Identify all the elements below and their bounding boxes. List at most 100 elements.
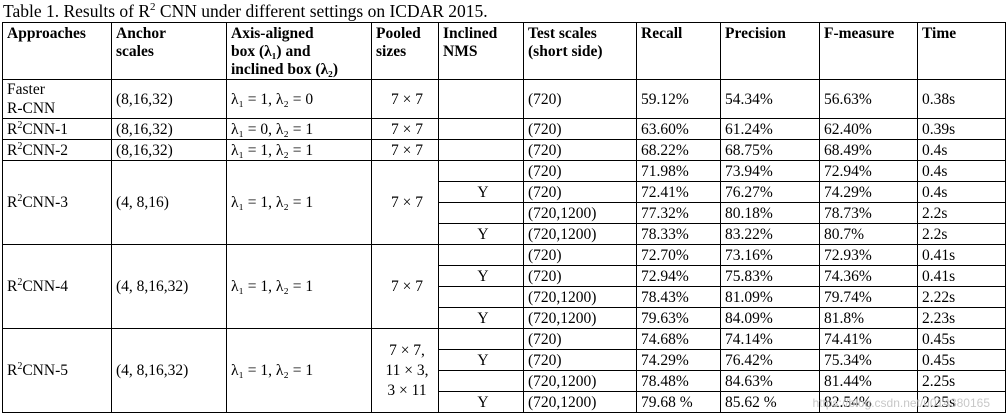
- table-caption: Table 1. Results of R2 CNN under differe…: [3, 1, 488, 21]
- time-cell: 2.25s: [917, 391, 1006, 413]
- test-scale-cell: (720,1200): [523, 370, 637, 392]
- test-scale-cell: (720): [523, 181, 637, 203]
- nms-cell: [438, 139, 524, 161]
- header-time: Time: [917, 22, 1006, 80]
- time-cell: 0.4s: [917, 160, 1006, 182]
- precision-cell: 75.83%: [720, 265, 820, 287]
- test-scale-cell: (720): [523, 118, 637, 140]
- precision-cell: 68.75%: [720, 139, 820, 161]
- f-measure-cell: 80.7%: [819, 223, 918, 245]
- time-cell: 0.45s: [917, 328, 1006, 350]
- precision-cell: 85.62 %: [720, 391, 820, 413]
- recall-cell: 72.70%: [636, 244, 721, 266]
- nms-cell: [438, 244, 524, 266]
- anchor-cell: (4, 8,16): [111, 160, 227, 245]
- table-row: (720,1200) 78.43% 81.09% 79.74% 2.22s: [3, 286, 1006, 308]
- test-scale-cell: (720,1200): [523, 223, 637, 245]
- time-cell: 2.2s: [917, 223, 1006, 245]
- caption-suffix: CNN under different settings on ICDAR 20…: [155, 1, 488, 21]
- f-measure-cell: 62.40%: [819, 118, 918, 140]
- approach-r2cnn-1: R2CNN-1: [2, 118, 112, 140]
- header-test-scales: Test scales (short side): [523, 22, 637, 80]
- f-measure-cell: 74.29%: [819, 181, 918, 203]
- recall-cell: 77.32%: [636, 202, 721, 224]
- time-cell: 0.4s: [917, 139, 1006, 161]
- table-row: R2CNN-5 (4, 8,16,32) λ₁ = 1, λ₂ = 1 7 × …: [2, 328, 1006, 413]
- table-row: Y (720,1200) 79.63% 84.09% 81.8% 2.23s: [3, 307, 1006, 329]
- precision-cell: 54.34%: [720, 79, 820, 119]
- table-row: Y (720,1200) 79.68 % 85.62 % 82.54% 2.25…: [3, 391, 1006, 413]
- precision-cell: 61.24%: [720, 118, 820, 140]
- table-row: Faster R-CNN (8,16,32) λ₁ = 1, λ₂ = 0 7 ×…: [2, 79, 1006, 119]
- header-precision: Precision: [720, 22, 820, 80]
- f-measure-cell: 72.93%: [819, 244, 918, 266]
- pooled-cell: 7 × 7: [371, 118, 439, 140]
- anchor-cell: (8,16,32): [111, 118, 227, 140]
- test-scale-cell: (720): [523, 139, 637, 161]
- recall-cell: 63.60%: [636, 118, 721, 140]
- precision-cell: 84.63%: [720, 370, 820, 392]
- table-row: R2CNN-2 (8,16,32) λ₁ = 1, λ₂ = 1 7 × 7 (…: [2, 139, 1006, 161]
- nms-cell: Y: [438, 265, 524, 287]
- nms-cell: Y: [438, 307, 524, 329]
- table-row: (720,1200) 78.48% 84.63% 81.44% 2.25s: [3, 370, 1006, 392]
- precision-cell: 83.22%: [720, 223, 820, 245]
- header-pooled-sizes: Pooled sizes: [371, 22, 439, 80]
- nms-cell: Y: [438, 181, 524, 203]
- approach-r2cnn-4: R2CNN-4: [2, 244, 112, 329]
- time-cell: 0.39s: [917, 118, 1006, 140]
- table-row: Y (720,1200) 78.33% 83.22% 80.7% 2.2s: [3, 223, 1006, 245]
- caption-prefix: Table 1. Results of R: [3, 1, 151, 21]
- nms-cell: Y: [438, 223, 524, 245]
- lambda-cell: λ₁ = 0, λ₂ = 1: [226, 118, 372, 140]
- nms-cell: [438, 160, 524, 182]
- time-cell: 0.41s: [917, 244, 1006, 266]
- recall-cell: 72.41%: [636, 181, 721, 203]
- recall-cell: 78.43%: [636, 286, 721, 308]
- recall-cell: 72.94%: [636, 265, 721, 287]
- f-measure-cell: 74.36%: [819, 265, 918, 287]
- results-table: Approaches Anchor scales Axis-aligned box …: [2, 22, 1006, 413]
- watermark: https://blog.csdn.net/u014380165: [812, 396, 990, 410]
- nms-cell: [438, 79, 524, 119]
- recall-cell: 74.29%: [636, 349, 721, 371]
- anchor-cell: (8,16,32): [111, 139, 227, 161]
- f-measure-cell: 68.49%: [819, 139, 918, 161]
- precision-cell: 80.18%: [720, 202, 820, 224]
- nms-cell: [438, 370, 524, 392]
- precision-cell: 74.14%: [720, 328, 820, 350]
- header-recall: Recall: [636, 22, 721, 80]
- precision-cell: 73.94%: [720, 160, 820, 182]
- header-row: Approaches Anchor scales Axis-aligned box …: [2, 22, 1006, 80]
- header-anchor-scales: Anchor scales: [111, 22, 227, 80]
- f-measure-cell: 74.41%: [819, 328, 918, 350]
- recall-cell: 78.33%: [636, 223, 721, 245]
- approach-r2cnn-5: R2CNN-5: [2, 328, 112, 413]
- recall-cell: 68.22%: [636, 139, 721, 161]
- recall-cell: 79.63%: [636, 307, 721, 329]
- lambda-cell: λ₁ = 1, λ₂ = 0: [226, 79, 372, 119]
- nms-cell: Y: [438, 349, 524, 371]
- time-cell: 0.4s: [917, 181, 1006, 203]
- approach-r2cnn-3: R2CNN-3: [2, 160, 112, 245]
- time-cell: 2.23s: [917, 307, 1006, 329]
- test-scale-cell: (720): [523, 265, 637, 287]
- recall-cell: 78.48%: [636, 370, 721, 392]
- f-measure-cell: 72.94%: [819, 160, 918, 182]
- time-cell: 2.22s: [917, 286, 1006, 308]
- header-approaches: Approaches: [2, 22, 112, 80]
- nms-cell: Y: [438, 391, 524, 413]
- time-cell: 2.2s: [917, 202, 1006, 224]
- f-measure-cell: 82.54%: [819, 391, 918, 413]
- header-f-measure: F-measure: [819, 22, 918, 80]
- f-measure-cell: 81.8%: [819, 307, 918, 329]
- header-box-weights: Axis-aligned box (λ₁) and inclined box (λ₂…: [226, 22, 372, 80]
- lambda-cell: λ₁ = 1, λ₂ = 1: [226, 160, 372, 245]
- f-measure-cell: 78.73%: [819, 202, 918, 224]
- test-scale-cell: (720,1200): [523, 286, 637, 308]
- time-cell: 0.45s: [917, 349, 1006, 371]
- recall-cell: 79.68 %: [636, 391, 721, 413]
- f-measure-cell: 81.44%: [819, 370, 918, 392]
- f-measure-cell: 79.74%: [819, 286, 918, 308]
- precision-cell: 76.42%: [720, 349, 820, 371]
